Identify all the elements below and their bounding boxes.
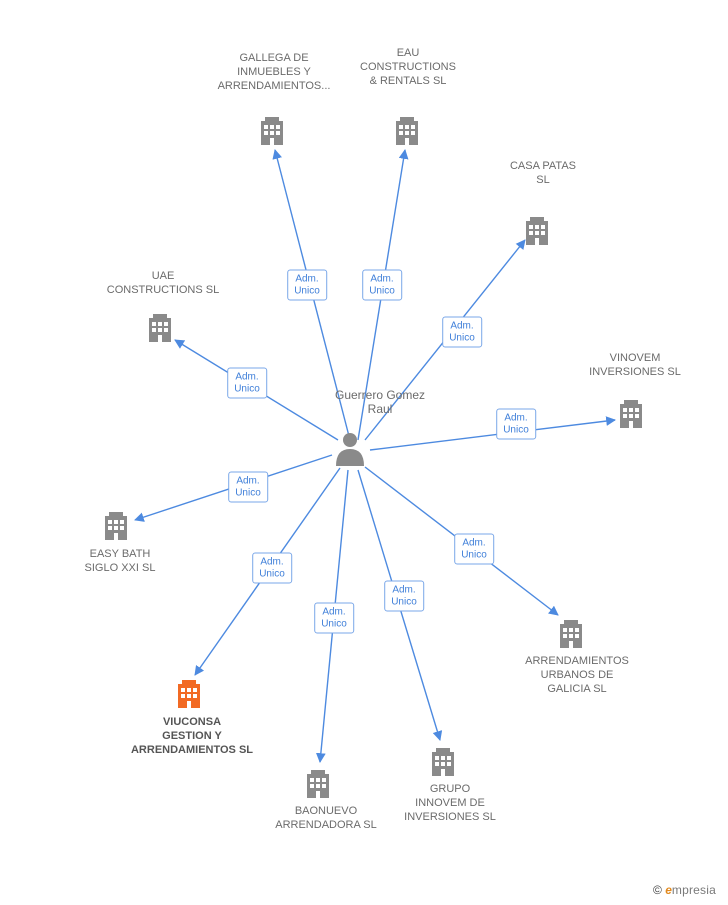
center-person-label: Guerrero Gomez Raul	[330, 388, 430, 417]
brand-first-letter: e	[665, 883, 672, 897]
building-icon-easybath	[105, 512, 127, 540]
footer-copyright: © empresia	[653, 883, 716, 897]
edge-label-grupoinnovem: Adm. Unico	[384, 581, 424, 612]
building-icon-grupoinnovem	[432, 748, 454, 776]
brand-rest: mpresia	[672, 883, 716, 897]
edge-label-baonuevo: Adm. Unico	[314, 603, 354, 634]
network-graph	[0, 0, 728, 905]
edge-label-viuconsa: Adm. Unico	[252, 553, 292, 584]
building-icon-uae	[149, 314, 171, 342]
edge-label-eau: Adm. Unico	[362, 270, 402, 301]
edge-label-arrurb: Adm. Unico	[454, 534, 494, 565]
building-icon-gallega	[261, 117, 283, 145]
building-icon-casapatas	[526, 217, 548, 245]
edge-vinovem	[370, 420, 615, 450]
edge-label-easybath: Adm. Unico	[228, 472, 268, 503]
copyright-symbol: ©	[653, 883, 662, 897]
edge-label-gallega: Adm. Unico	[287, 270, 327, 301]
person-icon	[336, 433, 364, 466]
edge-label-casapatas: Adm. Unico	[442, 317, 482, 348]
building-icon-arrurb	[560, 620, 582, 648]
building-icon-baonuevo	[307, 770, 329, 798]
edge-label-uae: Adm. Unico	[227, 368, 267, 399]
building-icon-vinovem	[620, 400, 642, 428]
building-icon-viuconsa	[178, 680, 200, 708]
building-icon-eau	[396, 117, 418, 145]
edge-label-vinovem: Adm. Unico	[496, 409, 536, 440]
